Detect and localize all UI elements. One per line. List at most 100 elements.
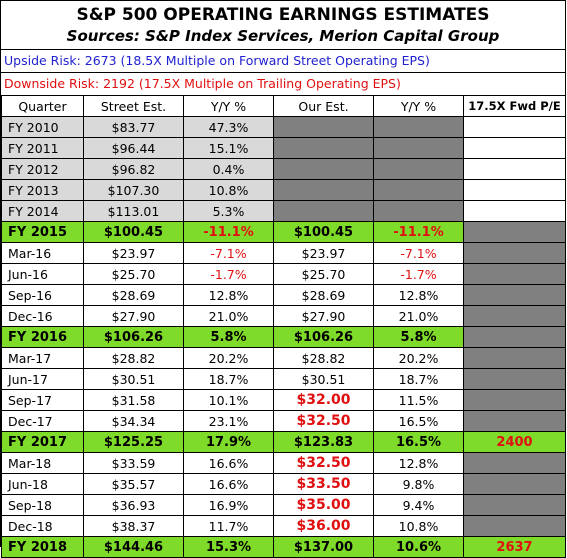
cell-quarter: Mar-16 — [1, 242, 84, 264]
cell-our-est: $33.50 — [273, 473, 374, 495]
cell-quarter: FY 2010 — [1, 116, 84, 138]
cell-fwd-pe — [463, 515, 566, 537]
cell-street-yy: 16.6% — [183, 452, 274, 474]
cell-our-yy: 12.8% — [373, 452, 464, 474]
cell-fwd-pe — [463, 242, 566, 264]
table-row: FY 2017 $125.25 17.9% $123.83 16.5% 2400 — [1, 431, 566, 453]
cell-street-est: $100.45 — [83, 221, 184, 243]
cell-our-est: $32.50 — [273, 452, 374, 474]
cell-our-est — [273, 137, 374, 159]
cell-quarter: Mar-18 — [1, 452, 84, 474]
table-row: Mar-16 $23.97 -7.1% $23.97 -7.1% — [1, 242, 566, 264]
cell-our-est: $137.00 — [273, 536, 374, 558]
cell-our-yy: 16.5% — [373, 410, 464, 432]
cell-our-yy: 5.8% — [373, 326, 464, 348]
cell-our-est: $100.45 — [273, 221, 374, 243]
cell-fwd-pe — [463, 410, 566, 432]
table-row: Mar-17 $28.82 20.2% $28.82 20.2% — [1, 347, 566, 369]
cell-street-est: $83.77 — [83, 116, 184, 138]
cell-our-yy — [373, 200, 464, 222]
cell-our-est: $123.83 — [273, 431, 374, 453]
cell-street-est: $33.59 — [83, 452, 184, 474]
cell-our-yy: 10.8% — [373, 515, 464, 537]
cell-quarter: Dec-17 — [1, 410, 84, 432]
table-row: Jun-18 $35.57 16.6% $33.50 9.8% — [1, 473, 566, 495]
cell-our-est: $32.00 — [273, 389, 374, 411]
cell-street-yy: 10.1% — [183, 389, 274, 411]
header-our-yy: Y/Y % — [373, 95, 464, 117]
cell-quarter: FY 2017 — [1, 431, 84, 453]
cell-fwd-pe: 2400 — [463, 431, 566, 453]
cell-quarter: FY 2014 — [1, 200, 84, 222]
header-quarter: Quarter — [1, 95, 84, 117]
cell-our-yy: -11.1% — [373, 221, 464, 243]
cell-street-est: $107.30 — [83, 179, 184, 201]
cell-street-est: $125.25 — [83, 431, 184, 453]
cell-fwd-pe — [463, 452, 566, 474]
cell-quarter: Dec-18 — [1, 515, 84, 537]
cell-street-yy: 5.8% — [183, 326, 274, 348]
cell-street-yy: -7.1% — [183, 242, 274, 264]
cell-our-yy — [373, 137, 464, 159]
table-header-row: Quarter Street Est. Y/Y % Our Est. Y/Y %… — [1, 95, 566, 117]
cell-our-yy: 10.6% — [373, 536, 464, 558]
earnings-table: Quarter Street Est. Y/Y % Our Est. Y/Y %… — [1, 95, 566, 558]
table-row: FY 2011 $96.44 15.1% — [1, 137, 566, 159]
cell-our-yy — [373, 158, 464, 180]
table-row: FY 2015 $100.45 -11.1% $100.45 -11.1% — [1, 221, 566, 243]
cell-quarter: Jun-17 — [1, 368, 84, 390]
table-row: FY 2016 $106.26 5.8% $106.26 5.8% — [1, 326, 566, 348]
cell-street-yy: 47.3% — [183, 116, 274, 138]
cell-quarter: Sep-18 — [1, 494, 84, 516]
cell-fwd-pe — [463, 179, 566, 201]
cell-our-est: $28.82 — [273, 347, 374, 369]
cell-fwd-pe — [463, 116, 566, 138]
cell-our-est: $35.00 — [273, 494, 374, 516]
cell-street-est: $34.34 — [83, 410, 184, 432]
cell-our-yy: 9.8% — [373, 473, 464, 495]
cell-our-yy — [373, 179, 464, 201]
cell-quarter: Dec-16 — [1, 305, 84, 327]
cell-street-yy: 20.2% — [183, 347, 274, 369]
cell-our-est: $27.90 — [273, 305, 374, 327]
cell-our-yy: 12.8% — [373, 284, 464, 306]
upside-risk-note: Upside Risk: 2673 (18.5X Multiple on For… — [1, 49, 565, 71]
cell-our-yy: 16.5% — [373, 431, 464, 453]
cell-fwd-pe — [463, 200, 566, 222]
cell-street-est: $38.37 — [83, 515, 184, 537]
cell-our-est: $36.00 — [273, 515, 374, 537]
cell-fwd-pe — [463, 137, 566, 159]
cell-our-est: $30.51 — [273, 368, 374, 390]
table-row: FY 2018 $144.46 15.3% $137.00 10.6% 2637 — [1, 536, 566, 558]
cell-quarter: Mar-17 — [1, 347, 84, 369]
cell-quarter: FY 2011 — [1, 137, 84, 159]
cell-street-yy: 5.3% — [183, 200, 274, 222]
cell-our-yy: 11.5% — [373, 389, 464, 411]
cell-our-yy: 20.2% — [373, 347, 464, 369]
cell-street-est: $113.01 — [83, 200, 184, 222]
cell-fwd-pe — [463, 347, 566, 369]
cell-our-est — [273, 116, 374, 138]
cell-street-yy: 16.9% — [183, 494, 274, 516]
table-row: Sep-17 $31.58 10.1% $32.00 11.5% — [1, 389, 566, 411]
sheet-subtitle: Sources: S&P Index Services, Merion Capi… — [66, 27, 500, 45]
table-row: FY 2010 $83.77 47.3% — [1, 116, 566, 138]
header-street-est: Street Est. — [83, 95, 184, 117]
cell-fwd-pe — [463, 368, 566, 390]
cell-street-yy: 17.9% — [183, 431, 274, 453]
cell-our-est: $23.97 — [273, 242, 374, 264]
cell-fwd-pe — [463, 158, 566, 180]
table-row: Jun-16 $25.70 -1.7% $25.70 -1.7% — [1, 263, 566, 285]
cell-our-est — [273, 158, 374, 180]
header-our-est: Our Est. — [273, 95, 374, 117]
cell-our-yy: 21.0% — [373, 305, 464, 327]
cell-our-yy: 18.7% — [373, 368, 464, 390]
cell-quarter: FY 2012 — [1, 158, 84, 180]
cell-street-est: $144.46 — [83, 536, 184, 558]
cell-street-yy: 16.6% — [183, 473, 274, 495]
table-row: Jun-17 $30.51 18.7% $30.51 18.7% — [1, 368, 566, 390]
cell-street-yy: -11.1% — [183, 221, 274, 243]
table-row: Sep-18 $36.93 16.9% $35.00 9.4% — [1, 494, 566, 516]
cell-quarter: Sep-17 — [1, 389, 84, 411]
